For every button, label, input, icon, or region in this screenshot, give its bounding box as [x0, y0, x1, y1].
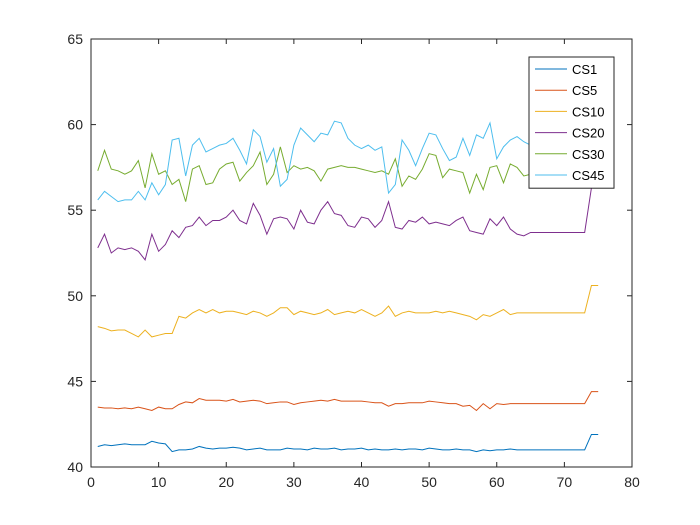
x-tick-label: 0 [87, 474, 95, 490]
y-tick-label: 45 [67, 373, 83, 389]
ticks-layer: 0 10 20 30 40 50 60 70 80 40 45 50 55 60 65 [67, 31, 640, 490]
legend-label-cs10: CS10 [572, 104, 605, 119]
legend-label-cs20: CS20 [572, 126, 605, 141]
series-line-cs10 [97, 285, 599, 338]
x-tick-label: 60 [489, 474, 505, 490]
series-line-cs45 [97, 120, 599, 203]
x-tick-label: 20 [218, 474, 234, 490]
x-tick-label: 50 [421, 474, 437, 490]
y-tick-label: 40 [67, 459, 83, 475]
series-layer [97, 120, 599, 453]
x-tick-label: 40 [354, 474, 370, 490]
x-tick-label: 10 [151, 474, 167, 490]
y-tick-label: 60 [67, 117, 83, 133]
legend: CS1 CS5 CS10 CS20 CS30 CS45 [528, 56, 615, 189]
legend-label-cs30: CS30 [572, 147, 605, 162]
series-line-cs5 [97, 391, 599, 412]
y-tick-label: 65 [67, 31, 83, 47]
series-line-cs20 [97, 187, 599, 261]
x-tick-label: 30 [286, 474, 302, 490]
x-tick-label: 70 [557, 474, 573, 490]
legend-label-cs45: CS45 [572, 168, 605, 183]
x-tick-label: 80 [624, 474, 640, 490]
legend-label-cs5: CS5 [572, 83, 597, 98]
y-tick-label: 55 [67, 202, 83, 218]
series-line-cs30 [97, 146, 599, 202]
series-line-cs1 [97, 433, 599, 453]
y-tick-label: 50 [67, 288, 83, 304]
legend-label-cs1: CS1 [572, 62, 597, 77]
legend-box [528, 56, 615, 189]
